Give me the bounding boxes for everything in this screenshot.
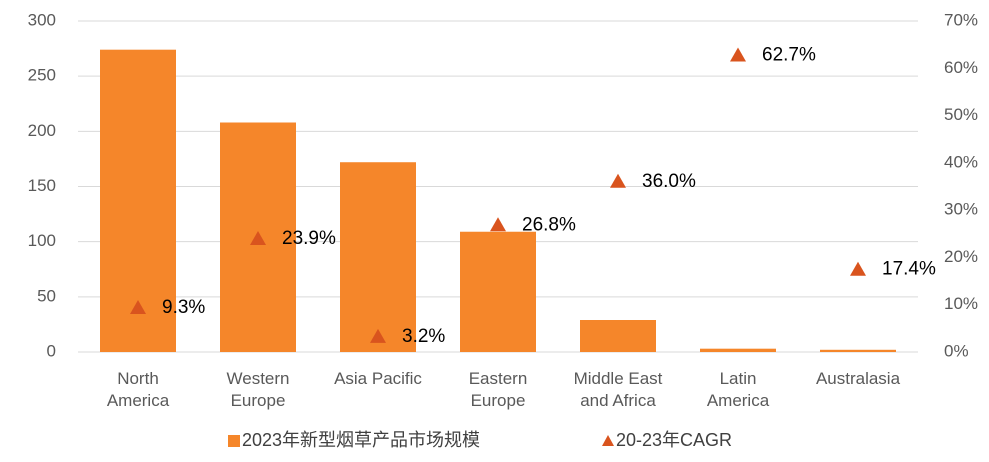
legend-swatch bbox=[228, 435, 240, 447]
y-tick-label: 200 bbox=[28, 121, 56, 140]
data-label: 9.3% bbox=[162, 297, 205, 318]
triangle-marker bbox=[850, 261, 866, 276]
data-label: 26.8% bbox=[522, 214, 576, 235]
x-tick-line: America bbox=[107, 391, 170, 410]
x-tick-line: America bbox=[707, 391, 770, 410]
data-label: 36.0% bbox=[642, 171, 696, 192]
triangle-marker bbox=[490, 217, 506, 232]
bar bbox=[580, 320, 656, 352]
bar bbox=[700, 348, 776, 352]
x-tick-label: Eastern Europe bbox=[469, 369, 528, 410]
y2-tick-label: 30% bbox=[944, 200, 978, 219]
legend-swatch bbox=[602, 435, 614, 446]
y-tick-label: 0 bbox=[47, 341, 56, 360]
x-tick-label: Asia Pacific bbox=[334, 369, 422, 388]
x-tick-line: North bbox=[117, 369, 159, 388]
data-label: 23.9% bbox=[282, 228, 336, 249]
x-tick-label: North America bbox=[107, 369, 170, 410]
y-tick-label: 300 bbox=[28, 10, 56, 29]
y-tick-label: 100 bbox=[28, 231, 56, 250]
y2-tick-label: 10% bbox=[944, 294, 978, 313]
triangle-marker bbox=[130, 300, 146, 315]
x-tick-line: Europe bbox=[471, 391, 526, 410]
x-tick-line: Middle East bbox=[574, 369, 663, 388]
bar bbox=[340, 162, 416, 352]
triangle-marker bbox=[610, 173, 626, 188]
x-tick-line: Asia Pacific bbox=[334, 369, 422, 388]
x-tick-label: Western Europe bbox=[227, 369, 290, 410]
triangle-marker bbox=[250, 230, 266, 245]
y2-tick-label: 50% bbox=[944, 105, 978, 124]
triangle-marker bbox=[370, 328, 386, 343]
y2-tick-label: 70% bbox=[944, 10, 978, 29]
y2-tick-label: 20% bbox=[944, 247, 978, 266]
data-label: 62.7% bbox=[762, 45, 816, 66]
y-tick-label: 50 bbox=[37, 286, 56, 305]
x-tick-line: Eastern bbox=[469, 369, 528, 388]
x-tick-line: Western bbox=[227, 369, 290, 388]
x-tick-label: Middle East and Africa bbox=[574, 369, 663, 410]
y2-tick-label: 60% bbox=[944, 58, 978, 77]
x-tick-label: Australasia bbox=[816, 369, 901, 388]
legend-label: 20-23年CAGR bbox=[616, 430, 732, 450]
data-label: 17.4% bbox=[882, 259, 936, 280]
x-tick-label: Latin America bbox=[707, 369, 770, 410]
legend-label: 2023年新型烟草产品市场规模 bbox=[242, 430, 480, 450]
y-tick-label: 150 bbox=[28, 176, 56, 195]
x-tick-line: and Africa bbox=[580, 391, 656, 410]
y2-tick-label: 40% bbox=[944, 152, 978, 171]
x-tick-line: Australasia bbox=[816, 369, 901, 388]
x-tick-line: Latin bbox=[720, 369, 757, 388]
y2-tick-label: 0% bbox=[944, 341, 969, 360]
y-tick-label: 250 bbox=[28, 66, 56, 85]
x-tick-line: Europe bbox=[231, 391, 286, 410]
triangle-marker bbox=[730, 47, 746, 62]
bar bbox=[820, 349, 896, 352]
data-label: 3.2% bbox=[402, 326, 445, 347]
bar bbox=[460, 231, 536, 352]
